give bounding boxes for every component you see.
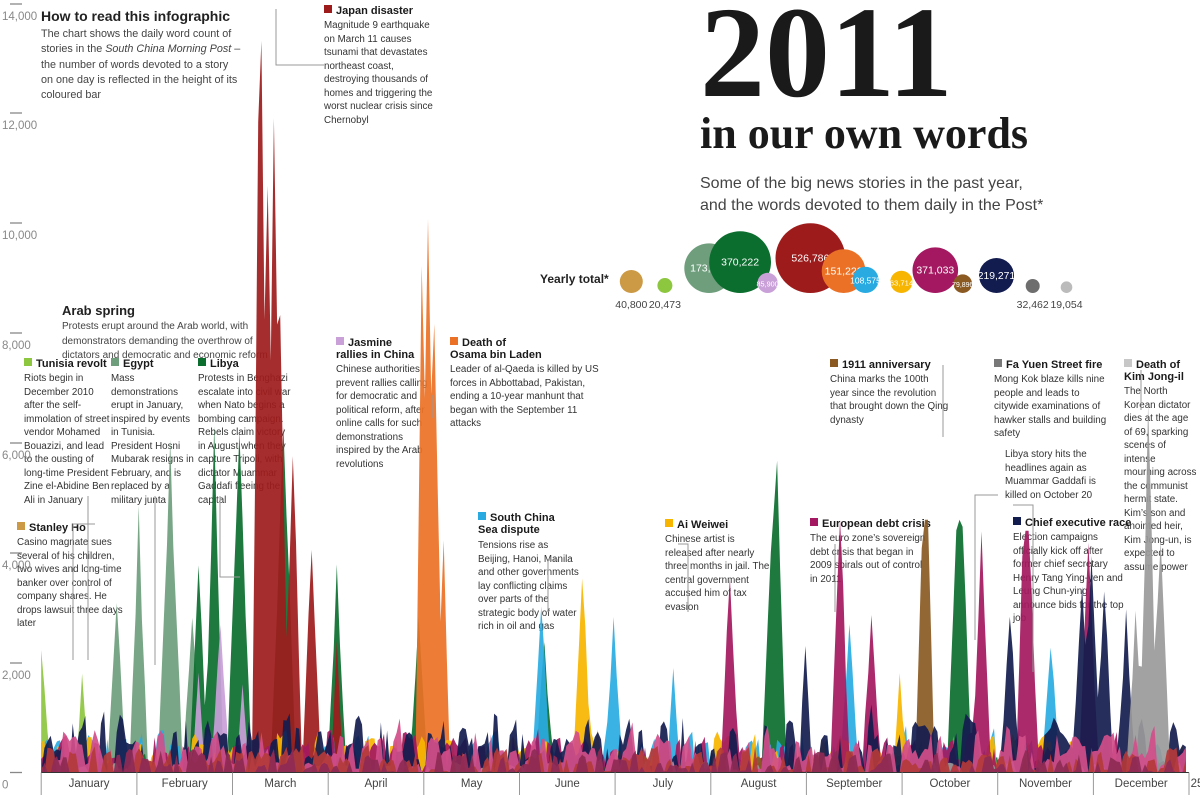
svg-text:December: December <box>1115 778 1168 790</box>
svg-text:March: March <box>264 778 296 790</box>
svg-text:October: October <box>929 778 970 790</box>
svg-text:November: November <box>1019 778 1072 790</box>
svg-text:April: April <box>364 778 387 790</box>
svg-text:September: September <box>826 778 882 790</box>
svg-text:February: February <box>162 778 208 790</box>
svg-text:July: July <box>653 778 674 790</box>
svg-text:August: August <box>741 778 778 790</box>
svg-text:May: May <box>461 778 483 790</box>
svg-text:June: June <box>555 778 580 790</box>
svg-text:January: January <box>69 778 110 790</box>
svg-text:25: 25 <box>1191 778 1200 790</box>
